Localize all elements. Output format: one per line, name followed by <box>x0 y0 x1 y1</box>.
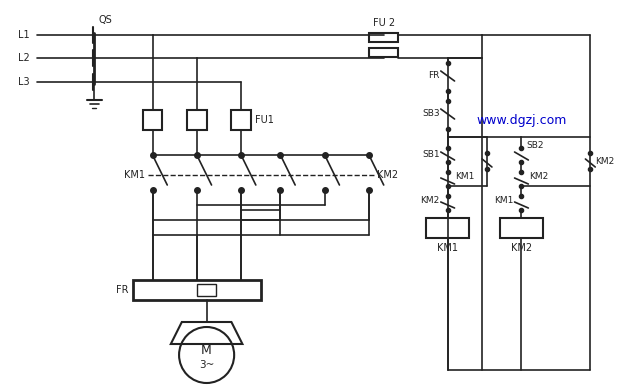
Polygon shape <box>171 322 242 344</box>
Text: L3: L3 <box>18 77 30 87</box>
Bar <box>369 48 399 57</box>
Text: FR: FR <box>117 285 129 295</box>
Text: KM1: KM1 <box>437 243 458 253</box>
Text: KM2: KM2 <box>421 196 440 204</box>
Text: 3~: 3~ <box>199 360 214 370</box>
Text: FU 2: FU 2 <box>373 18 395 28</box>
Text: KM1: KM1 <box>123 170 144 180</box>
Bar <box>231 110 251 130</box>
Text: SB1: SB1 <box>422 149 440 159</box>
Bar <box>369 33 399 42</box>
Text: KM1: KM1 <box>494 196 513 204</box>
Bar <box>187 110 207 130</box>
Text: L2: L2 <box>18 53 30 63</box>
Text: FR: FR <box>428 70 440 79</box>
Text: KM1: KM1 <box>455 171 475 181</box>
Bar <box>143 110 162 130</box>
Text: L1: L1 <box>18 30 30 40</box>
Text: KM2: KM2 <box>511 243 532 253</box>
Bar <box>500 218 543 238</box>
Text: SB2: SB2 <box>526 141 544 149</box>
Text: KM2: KM2 <box>595 156 615 166</box>
Text: www.dgzj.com: www.dgzj.com <box>476 114 566 127</box>
Bar <box>133 280 261 300</box>
Bar <box>197 284 217 296</box>
Text: KM2: KM2 <box>377 170 398 180</box>
Text: KM2: KM2 <box>529 171 549 181</box>
Bar <box>426 218 470 238</box>
Text: M: M <box>201 343 212 357</box>
Text: FU1: FU1 <box>255 115 274 125</box>
Text: QS: QS <box>98 15 112 25</box>
Text: SB3: SB3 <box>422 109 440 117</box>
